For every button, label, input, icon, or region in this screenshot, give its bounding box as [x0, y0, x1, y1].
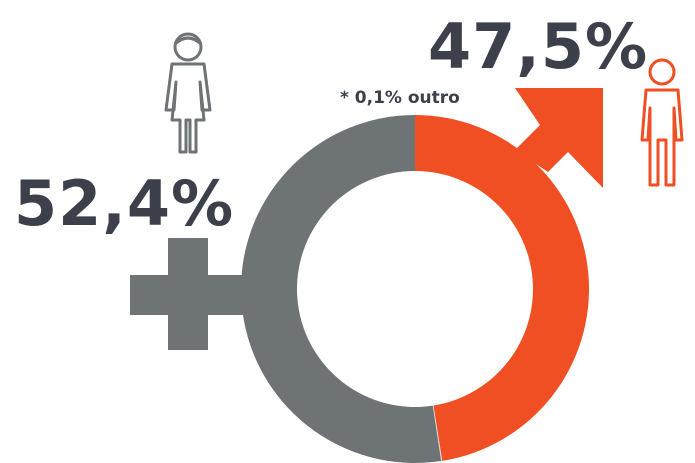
value-label: 52,4% [14, 167, 234, 240]
donut-slice [432, 405, 443, 462]
donut-slice [415, 115, 589, 461]
man-icon [640, 58, 684, 187]
value-label: 47,5% [428, 10, 648, 83]
woman-icon [164, 32, 212, 154]
value-label: * 0,1% outro [340, 88, 460, 108]
donut [241, 115, 589, 463]
donut-slice [241, 115, 442, 463]
female-symbol-cross [130, 238, 255, 350]
male-symbol-arrow [515, 88, 603, 188]
